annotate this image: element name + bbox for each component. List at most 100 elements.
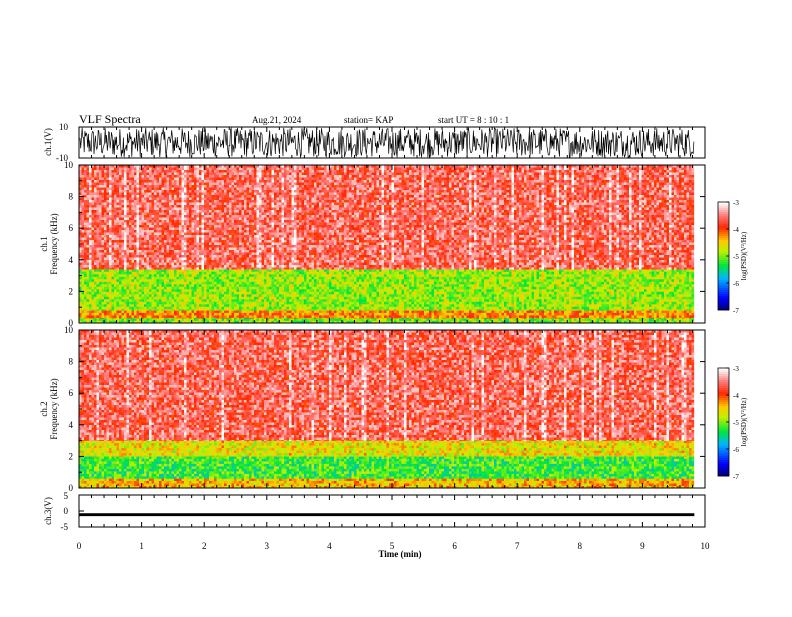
colorbar-step [718, 406, 729, 408]
ch1-waveform-ylabel: ch.1(V) [43, 128, 53, 156]
spectrogram-ytick-label: 2 [69, 286, 74, 296]
colorbar-step [718, 396, 729, 398]
figure-svg: VLF Spectra Aug.21, 2024 station= KAP st… [0, 0, 792, 612]
colorbar-step [718, 284, 729, 286]
colorbar-step [718, 286, 729, 288]
colorbar-step [718, 432, 729, 434]
colorbar-step [718, 204, 729, 206]
colorbar-step [718, 306, 729, 308]
colorbar-step [718, 382, 729, 384]
colorbar-step [718, 294, 729, 296]
time-axis-label: Time (min) [378, 549, 421, 559]
figure-title: VLF Spectra [79, 112, 141, 126]
colorbar-step [718, 252, 729, 254]
colorbar-step [718, 402, 729, 404]
colorbar-step [718, 292, 729, 294]
colorbar-step [718, 208, 729, 210]
colorbar-step [718, 388, 729, 390]
colorbar-tick-label: -5 [733, 253, 739, 261]
time-tick-label: 1 [139, 541, 144, 551]
colorbar-step [718, 250, 729, 252]
colorbar-step [718, 376, 729, 378]
colorbar-step [718, 216, 729, 218]
spectrogram-ytick-label: 10 [64, 160, 74, 170]
colorbar-step [718, 210, 729, 212]
colorbar-step [718, 380, 729, 382]
colorbar-step [718, 260, 729, 262]
spectrogram-ytick-label: 8 [69, 192, 74, 202]
colorbar-step [718, 390, 729, 392]
colorbar-step [718, 440, 729, 442]
ch1-spectrogram-image [79, 165, 705, 323]
colorbar-step [718, 220, 729, 222]
spectrogram-ytick-label: 8 [69, 357, 74, 367]
spectrogram-ytick-label: 10 [64, 325, 74, 335]
time-tick-label: 6 [452, 541, 457, 551]
colorbar-step [718, 470, 729, 472]
time-tick-label: 4 [327, 541, 332, 551]
colorbar-step [718, 416, 729, 418]
colorbar-step [718, 452, 729, 454]
colorbar-step [718, 298, 729, 300]
colorbar-step [718, 442, 729, 444]
colorbar-tick-label: -3 [733, 365, 739, 373]
colorbar-step [718, 230, 729, 232]
colorbar-step [718, 410, 729, 412]
colorbar-step [718, 370, 729, 372]
spectrogram-ytick-label: 2 [69, 451, 74, 461]
ch3-waveform-ylabel: ch.3(V) [43, 497, 53, 525]
time-tick-label: 8 [578, 541, 583, 551]
spectrogram-ytick-label: 6 [69, 388, 74, 398]
colorbar-step [718, 224, 729, 226]
spectrogram-ytick-label: 6 [69, 223, 74, 233]
colorbar-step [718, 460, 729, 462]
colorbar-step [718, 296, 729, 298]
colorbar-step [718, 438, 729, 440]
colorbar-step [718, 386, 729, 388]
colorbar-step [718, 454, 729, 456]
colorbar-step [718, 398, 729, 400]
colorbar-step [718, 400, 729, 402]
colorbar-step [718, 226, 729, 228]
colorbar-tick-label: -6 [733, 446, 739, 454]
colorbar-step [718, 372, 729, 374]
ch1-ytick-top: 10 [59, 122, 69, 132]
colorbar-step [718, 274, 729, 276]
colorbar-step [718, 472, 729, 474]
colorbar-step [718, 464, 729, 466]
vlf-spectra-figure: VLF Spectra Aug.21, 2024 station= KAP st… [0, 0, 792, 612]
colorbar-step [718, 222, 729, 224]
colorbar-tick-label: -7 [733, 307, 739, 315]
colorbar-step [718, 270, 729, 272]
colorbar-step [718, 278, 729, 280]
colorbar-step [718, 418, 729, 420]
colorbar-step [718, 458, 729, 460]
station-label: station= KAP [344, 115, 393, 125]
ch3-ytick-bottom: -5 [61, 522, 69, 532]
date-label: Aug.21, 2024 [252, 115, 302, 125]
colorbar-step [718, 426, 729, 428]
colorbar-step [718, 414, 729, 416]
colorbar-step [718, 424, 729, 426]
colorbar-tick-label: -3 [733, 199, 739, 207]
colorbar-step [718, 248, 729, 250]
colorbar-step [718, 304, 729, 306]
colorbar-step [718, 378, 729, 380]
time-tick-label: 0 [77, 541, 82, 551]
ch3-ytick-mid: 0 [64, 506, 69, 516]
colorbar-step [718, 300, 729, 302]
colorbar-step [718, 392, 729, 394]
colorbar-step [718, 214, 729, 216]
colorbar-step [718, 276, 729, 278]
ch2-spectrogram-ylabel-freq: Frequency (kHz) [49, 378, 59, 439]
colorbar-step [718, 450, 729, 452]
colorbar-step [718, 466, 729, 468]
colorbar-step [718, 404, 729, 406]
colorbar-step [718, 232, 729, 234]
ch1-waveform-panel: 10 -10 ch.1(V) [43, 122, 705, 163]
colorbar-step [718, 288, 729, 290]
ch1-spectrogram-ylabel-channel: ch.1 [39, 236, 49, 251]
